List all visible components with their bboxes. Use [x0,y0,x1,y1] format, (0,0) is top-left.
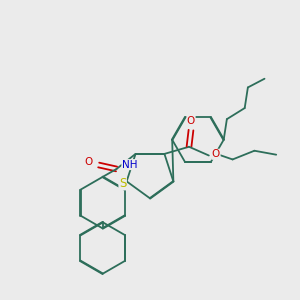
Text: O: O [187,116,195,126]
Text: NH: NH [122,160,137,170]
Text: O: O [85,157,93,167]
Text: S: S [119,177,126,190]
Text: O: O [212,149,220,159]
